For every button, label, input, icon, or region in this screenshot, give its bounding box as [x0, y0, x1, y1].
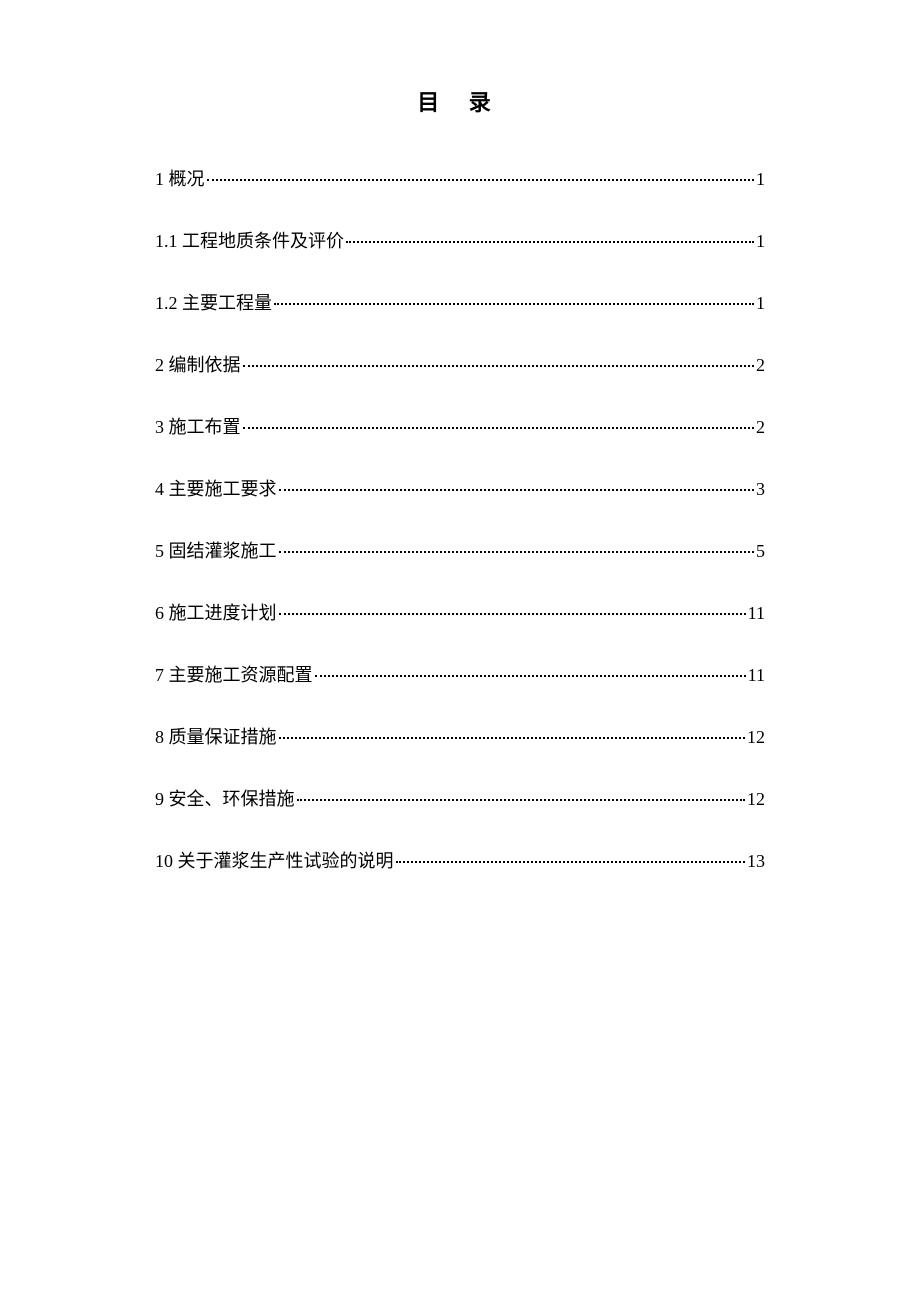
toc-entry-page: 3: [756, 479, 765, 500]
toc-dot-leader: [279, 551, 755, 553]
toc-dot-leader: [279, 737, 746, 739]
toc-entry-label: 8 质量保证措施: [155, 723, 277, 749]
toc-entry-label: 2 编制依据: [155, 351, 241, 377]
toc-dot-leader: [279, 489, 755, 491]
toc-title: 目 录: [155, 85, 765, 117]
toc-entry-page: 1: [756, 169, 765, 190]
toc-entry-label: 4 主要施工要求: [155, 475, 277, 501]
toc-entry-label: 1.2 主要工程量: [155, 289, 272, 315]
toc-entry: 2 编制依据 2: [155, 351, 765, 377]
toc-list: 1 概况 1 1.1 工程地质条件及评价 1 1.2 主要工程量 1 2 编制依…: [155, 165, 765, 873]
toc-entry-label: 5 固结灌浆施工: [155, 537, 277, 563]
toc-entry-label: 10 关于灌浆生产性试验的说明: [155, 847, 394, 873]
toc-entry-page: 12: [747, 727, 765, 748]
toc-entry-page: 1: [756, 293, 765, 314]
toc-dot-leader: [279, 613, 746, 615]
toc-entry-page: 5: [756, 541, 765, 562]
toc-dot-leader: [297, 799, 746, 801]
toc-entry-label: 1.1 工程地质条件及评价: [155, 227, 344, 253]
toc-entry-page: 11: [748, 665, 765, 686]
toc-entry-page: 2: [756, 355, 765, 376]
toc-entry: 3 施工布置 2: [155, 413, 765, 439]
toc-entry: 7 主要施工资源配置 11: [155, 661, 765, 687]
toc-entry-label: 6 施工进度计划: [155, 599, 277, 625]
toc-dot-leader: [396, 861, 746, 863]
toc-dot-leader: [315, 675, 746, 677]
toc-entry-page: 11: [748, 603, 765, 624]
toc-entry: 1.2 主要工程量 1: [155, 289, 765, 315]
toc-entry-label: 7 主要施工资源配置: [155, 661, 313, 687]
toc-entry: 1 概况 1: [155, 165, 765, 191]
toc-entry: 9 安全、环保措施 12: [155, 785, 765, 811]
toc-dot-leader: [243, 427, 755, 429]
toc-entry: 4 主要施工要求 3: [155, 475, 765, 501]
toc-entry-page: 2: [756, 417, 765, 438]
toc-entry: 10 关于灌浆生产性试验的说明 13: [155, 847, 765, 873]
toc-entry: 6 施工进度计划 11: [155, 599, 765, 625]
toc-entry-page: 12: [747, 789, 765, 810]
toc-entry-label: 9 安全、环保措施: [155, 785, 295, 811]
toc-dot-leader: [346, 241, 754, 243]
toc-dot-leader: [207, 179, 755, 181]
toc-entry-page: 13: [747, 851, 765, 872]
toc-entry-page: 1: [756, 231, 765, 252]
toc-dot-leader: [274, 303, 754, 305]
toc-entry-label: 3 施工布置: [155, 413, 241, 439]
toc-entry: 1.1 工程地质条件及评价 1: [155, 227, 765, 253]
toc-entry: 8 质量保证措施 12: [155, 723, 765, 749]
toc-entry-label: 1 概况: [155, 165, 205, 191]
toc-entry: 5 固结灌浆施工 5: [155, 537, 765, 563]
toc-dot-leader: [243, 365, 755, 367]
